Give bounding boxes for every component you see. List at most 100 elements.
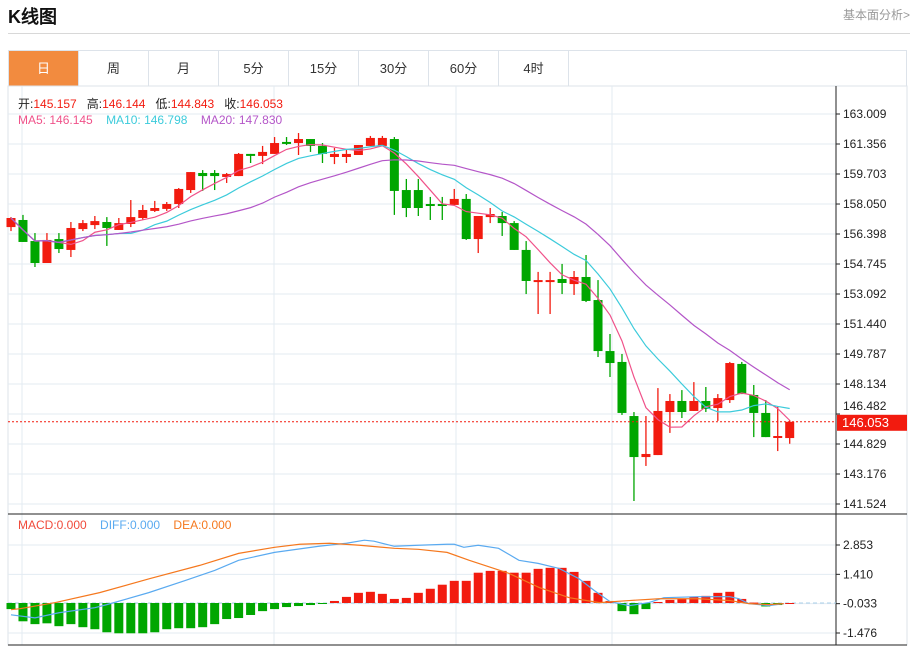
macd-tick-label: 2.853 <box>843 538 873 552</box>
macd-bar <box>677 598 687 603</box>
tab-month[interactable]: 月 <box>149 51 219 86</box>
candle-down <box>246 153 256 163</box>
price-tick-label: 141.524 <box>843 497 887 511</box>
macd-bar <box>545 567 555 603</box>
tab-day[interactable]: 日 <box>9 51 79 86</box>
tab-30min[interactable]: 30分 <box>359 51 429 86</box>
price-tick-label: 158.050 <box>843 197 887 211</box>
candle-down <box>437 196 447 220</box>
macd-bar <box>294 602 304 607</box>
candle-body <box>54 239 64 250</box>
candle-down <box>306 139 315 152</box>
open-value: 145.157 <box>33 97 77 111</box>
candle-up <box>90 215 100 230</box>
tab-week[interactable]: 周 <box>79 51 149 86</box>
candle-body <box>90 221 100 226</box>
candle-body <box>593 300 603 352</box>
page-title: K线图 <box>8 7 57 27</box>
candle-body <box>437 204 447 207</box>
candle-body <box>461 198 471 240</box>
macd-bar <box>30 602 40 625</box>
macd-bar <box>389 598 399 603</box>
candle-body <box>138 210 148 218</box>
tab-5min[interactable]: 5分 <box>219 51 289 86</box>
ma10-value: MA10: 146.798 <box>106 113 188 127</box>
macd-bar <box>461 580 471 603</box>
candle-body <box>341 153 351 158</box>
diff-value: DIFF:0.000 <box>100 518 161 532</box>
candle-up <box>234 153 244 177</box>
candle-body <box>629 416 639 458</box>
macd-bar <box>617 602 627 612</box>
dif-line <box>10 539 784 619</box>
candle-body <box>126 217 136 224</box>
macd-bar <box>341 596 351 603</box>
candle-body <box>258 151 268 156</box>
candle-body <box>533 280 543 283</box>
tab-15min[interactable]: 15分 <box>289 51 359 86</box>
candle-up <box>665 394 675 433</box>
candle-up <box>449 188 459 205</box>
low-value: 144.843 <box>170 97 215 111</box>
ma20-line <box>10 159 791 391</box>
price-tick-label: 143.176 <box>843 467 887 481</box>
macd-bar <box>102 602 112 633</box>
low-label: 低: <box>155 97 171 111</box>
candle-body <box>401 190 411 209</box>
tab-60min[interactable]: 60分 <box>429 51 499 86</box>
candle-body <box>174 188 184 205</box>
macd-bar <box>665 599 675 603</box>
candle-body <box>222 174 232 177</box>
period-tabs: 日 周 月 5分 15分 30分 60分 4时 <box>8 50 907 86</box>
price-tick-label: 159.703 <box>843 167 887 181</box>
candle-down <box>401 178 411 218</box>
macd-bar <box>497 570 507 603</box>
candle-up <box>174 188 184 209</box>
macd-bar <box>234 602 244 619</box>
candle-down <box>461 194 471 240</box>
candle-body <box>282 141 292 144</box>
candle-body <box>66 227 76 250</box>
macd-bar <box>114 602 124 634</box>
macd-bar <box>246 602 256 615</box>
candle-up <box>641 416 651 466</box>
candle-body <box>377 137 387 146</box>
macd-bar <box>473 572 483 603</box>
candle-body <box>521 249 531 281</box>
tab-4hour[interactable]: 4时 <box>499 51 569 86</box>
candle-down <box>509 221 519 250</box>
current-price-tag <box>837 414 907 431</box>
candle-body <box>557 278 567 283</box>
candle-body <box>6 217 16 228</box>
macd-bar <box>6 602 16 610</box>
candle-body <box>30 241 40 264</box>
candle-body <box>773 436 783 439</box>
candle-body <box>509 223 519 250</box>
price-tick-label: 146.482 <box>843 399 887 413</box>
candle-up <box>114 217 124 230</box>
macd-bar <box>150 602 160 633</box>
candle-down <box>617 353 627 415</box>
macd-bar <box>401 597 411 603</box>
candle-body <box>306 139 315 146</box>
candle-body <box>413 190 423 209</box>
candle-body <box>234 153 244 177</box>
macd-bar <box>725 591 735 603</box>
macd-tick-label: -1.476 <box>843 626 877 640</box>
macd-bar <box>78 602 88 628</box>
macd-bar <box>42 602 52 624</box>
fundamental-analysis-link[interactable]: 基本面分析> <box>842 8 910 22</box>
candle-body <box>785 421 795 439</box>
macd-bar <box>66 602 76 625</box>
candle-up <box>270 137 280 154</box>
candle-down <box>54 233 64 254</box>
candle-down <box>18 214 28 242</box>
macd-bar <box>533 568 543 603</box>
ma-legend: MA5: 146.145 MA10: 146.798 MA20: 147.830 <box>18 113 282 127</box>
candle-body <box>449 198 459 205</box>
candle-body <box>78 223 88 230</box>
macd-bar <box>569 571 579 603</box>
price-tick-label: 156.398 <box>843 227 887 241</box>
